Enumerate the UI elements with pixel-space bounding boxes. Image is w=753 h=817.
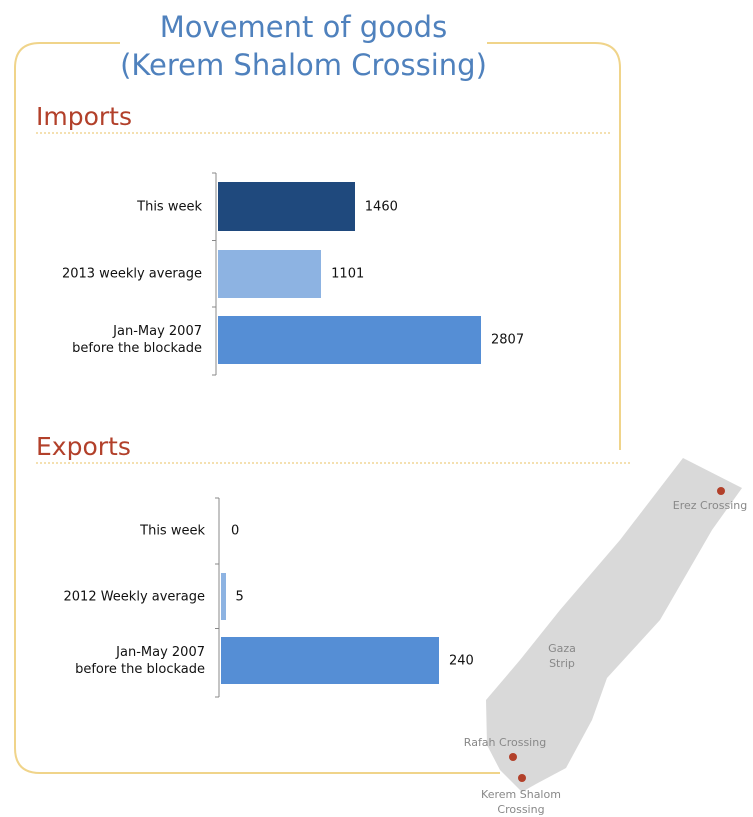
category-label: This week	[140, 523, 205, 539]
frame	[487, 42, 621, 450]
value-label: 1460	[364, 199, 398, 214]
bar	[221, 573, 226, 620]
section-title: Exports	[36, 432, 131, 461]
map-label: Rafah Crossing	[463, 736, 547, 749]
title: Movement of goods (Kerem Shalom Crossing…	[120, 10, 487, 82]
crossing-dot	[717, 487, 725, 495]
category-label: Jan-May 2007 before the blockade	[72, 324, 202, 356]
category-label: This week	[137, 199, 202, 214]
map-label: Erez Crossing	[672, 499, 748, 512]
value-label: 240	[449, 653, 474, 668]
category-label: 2013 weekly average	[61, 266, 202, 282]
bar	[218, 182, 355, 231]
bar	[218, 250, 322, 298]
category-label: 2012 Weekly average	[63, 589, 206, 604]
value-label: 1101	[331, 266, 365, 282]
value-label: 2807	[491, 332, 525, 348]
bar	[218, 316, 481, 364]
gaza-map	[486, 458, 742, 792]
map-label: Gaza Strip	[548, 642, 576, 670]
crossing-dot	[518, 774, 526, 782]
frame	[14, 42, 500, 774]
section-title: Imports	[36, 102, 132, 131]
value-label: 0	[231, 523, 240, 539]
value-label: 5	[235, 589, 244, 604]
category-label: Jan-May 2007 before the blockade	[75, 644, 205, 677]
map-label: Kerem Shalom Crossing	[481, 788, 561, 816]
crossing-dot	[509, 753, 517, 761]
bar	[221, 637, 439, 684]
